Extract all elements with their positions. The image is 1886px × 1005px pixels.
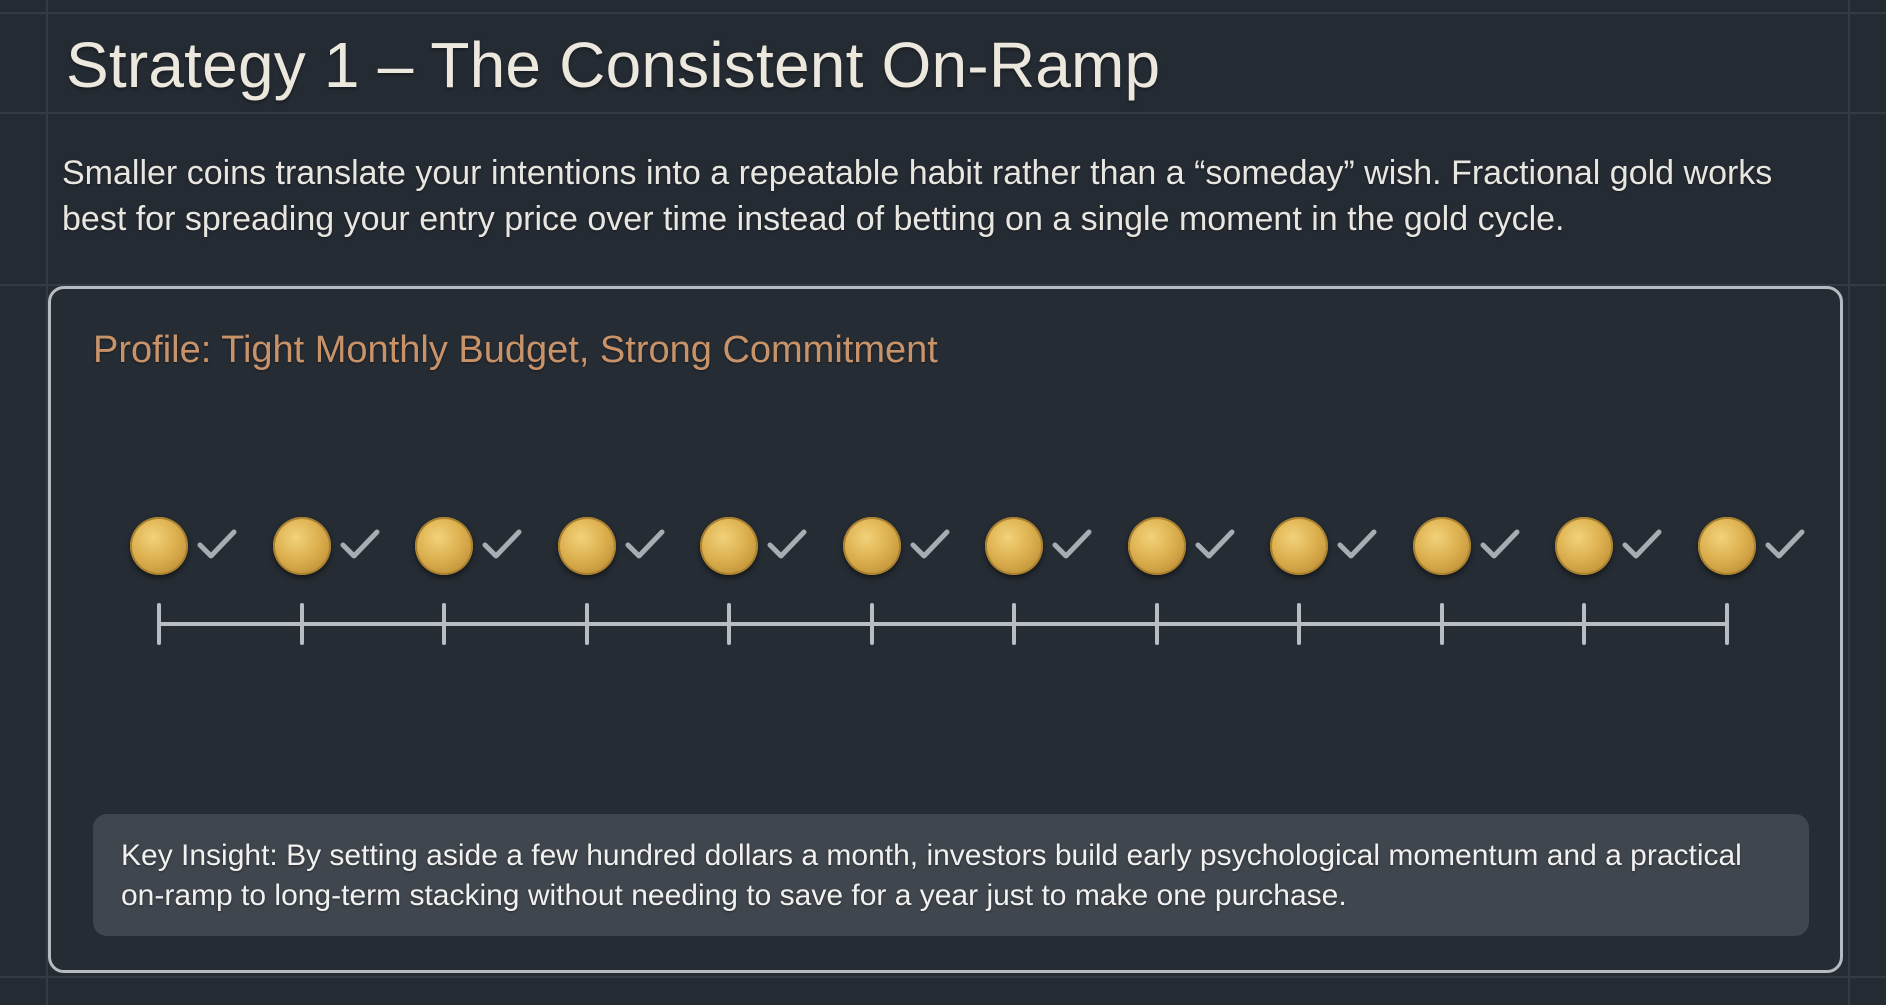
checkmark-icon [197,529,237,559]
timeline-tick [584,603,589,645]
timeline-tick [1297,603,1302,645]
timeline-tick [1725,603,1729,645]
timeline-tick [157,603,161,645]
timeline-tick [869,603,874,645]
checkmark-icon [482,529,522,559]
timeline-step [415,517,525,581]
timeline-tick [299,603,304,645]
checkmark-icon [1195,529,1235,559]
slide-title: Strategy 1 – The Consistent On-Ramp [66,29,1161,101]
grid-line [0,12,1886,14]
intro-paragraph: Smaller coins translate your intentions … [62,154,1773,238]
timeline-step [842,517,953,581]
grid-line [46,0,48,1005]
gold-coin-icon [557,517,616,575]
profile-heading: Profile: Tight Monthly Budget, Strong Co… [93,329,938,371]
checkmark-icon [767,529,807,559]
gold-coin-icon [1127,517,1186,575]
timeline-step [1698,517,1808,581]
timeline-tick [442,603,447,645]
gold-coin-icon [985,517,1044,575]
checkmark-icon [910,529,950,559]
checkmark-icon [1622,529,1662,559]
gold-coin-icon [1270,517,1329,575]
gold-coin-icon [700,517,759,575]
checkmark-icon [1765,529,1805,559]
key-insight-callout: Key Insight: By setting aside a few hund… [93,814,1809,936]
checkmark-icon [1480,529,1520,559]
checkmark-icon [1337,529,1377,559]
gold-coin-icon [415,517,474,575]
timeline-step [700,517,810,581]
gold-coin-icon [1412,517,1471,575]
gold-coin-icon [842,517,901,575]
timeline-tick [1582,603,1587,645]
timeline-step [1555,517,1665,581]
timeline-step [272,517,383,581]
strategy-card: Profile: Tight Monthly Budget, Strong Co… [48,286,1843,973]
gold-coin-icon [272,517,331,575]
timeline-tick [727,603,732,645]
timeline-step [1270,517,1380,581]
gold-coin-icon [1555,517,1614,575]
timeline-track [157,622,1727,626]
checkmark-icon [1052,529,1092,559]
gold-coin-icon [1698,517,1756,575]
grid-line [1848,0,1850,1005]
timeline-step [985,517,1095,581]
timeline-step [1412,517,1523,581]
timeline-tick [1154,603,1159,645]
timeline-tick [1012,603,1017,645]
grid-line [0,112,1886,114]
grid-line [0,284,1886,286]
timeline-step [1127,517,1238,581]
checkmark-icon [625,529,665,559]
monthly-coin-timeline [51,289,1840,970]
timeline-step [557,517,668,581]
grid-line [0,976,1886,978]
timeline-tick [1439,603,1444,645]
gold-coin-icon [130,517,188,575]
timeline-step [130,517,240,581]
checkmark-icon [340,529,380,559]
